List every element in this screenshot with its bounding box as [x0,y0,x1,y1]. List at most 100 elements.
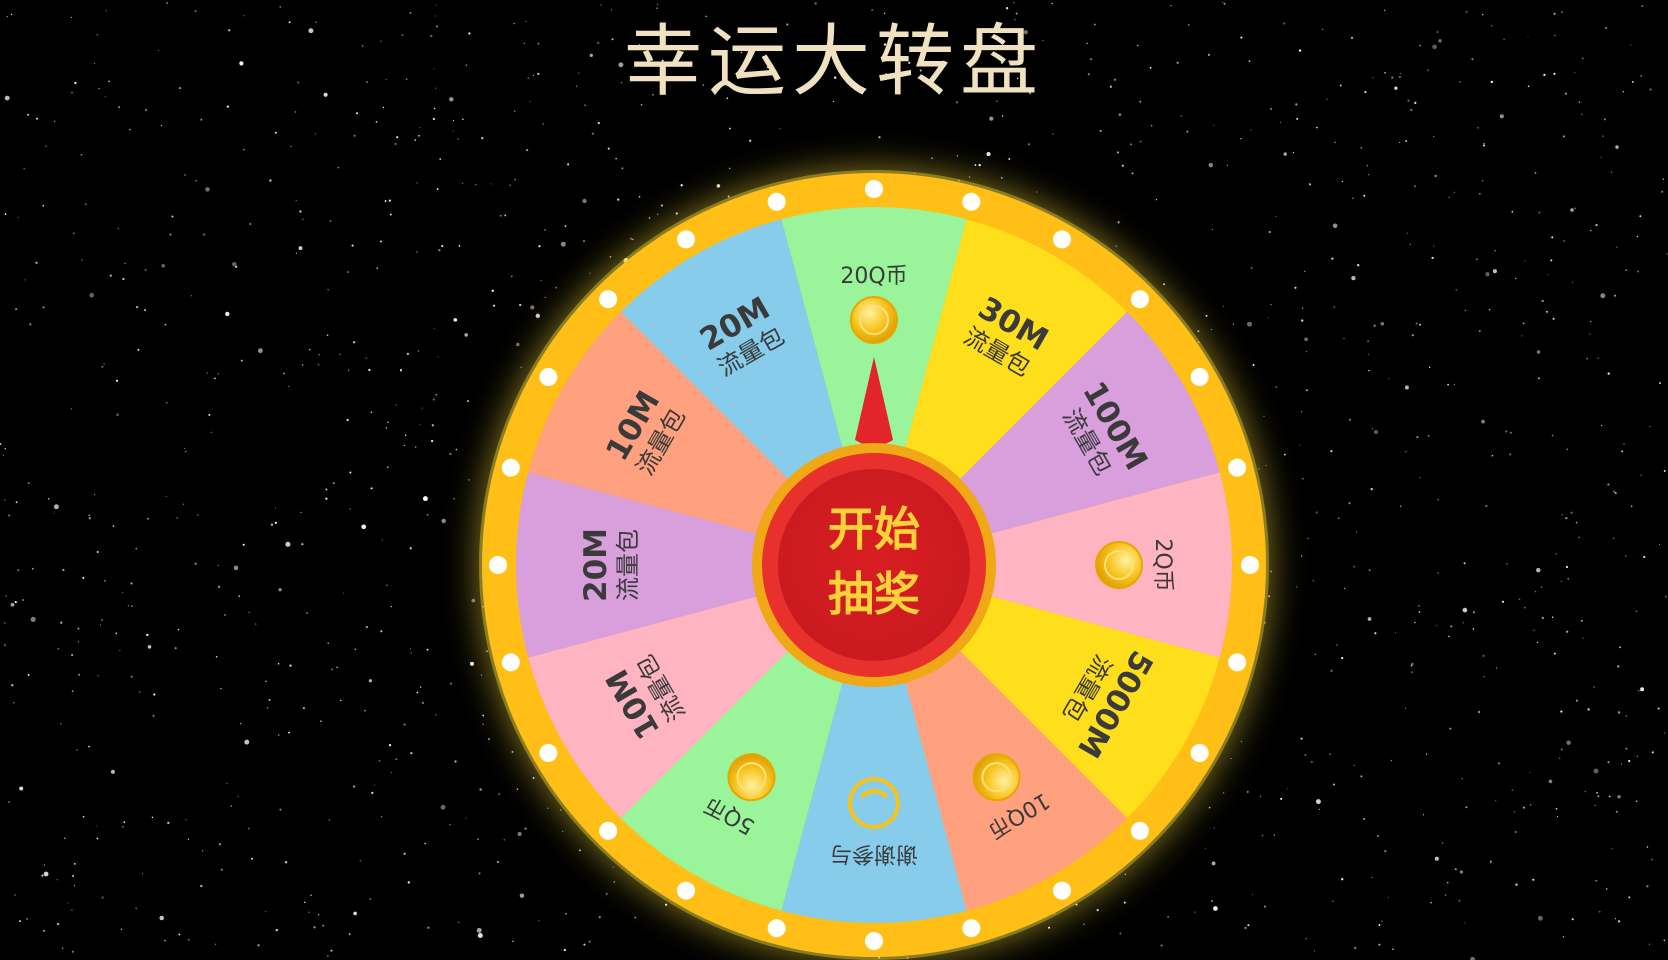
rim-light-dot [677,881,695,900]
star [1250,129,1252,131]
star [178,933,181,936]
star [22,599,24,601]
star [560,809,562,811]
star [615,158,617,160]
star [1366,165,1369,167]
star [1489,861,1492,864]
star [1302,477,1304,480]
star [584,104,586,106]
star [266,706,269,709]
star [330,949,333,952]
star [968,176,971,178]
star [1139,100,1142,103]
star [1566,630,1569,633]
star [432,398,435,401]
star [67,902,69,904]
star [1554,34,1556,37]
star [88,745,90,748]
star [1643,555,1646,559]
star [71,909,73,911]
star [1348,418,1351,421]
star [1658,543,1660,545]
star [131,605,133,607]
star [184,450,187,453]
star [329,220,332,222]
wheel-rim-dots [489,180,1259,950]
star [289,664,292,667]
star [885,73,887,75]
star [139,691,141,693]
star [530,305,535,310]
star [17,569,20,572]
star [479,788,482,791]
star [1631,505,1633,507]
star [54,120,56,122]
star [275,929,278,932]
star [1494,249,1497,252]
star [1426,69,1430,72]
star [1537,915,1543,921]
star [1529,771,1531,773]
star [390,605,392,608]
star [1240,36,1243,39]
star [4,95,10,101]
star [524,827,527,830]
star [396,136,399,139]
star [1208,162,1214,168]
star [1416,436,1419,439]
star [240,359,243,362]
star [1330,449,1333,453]
star [997,23,999,26]
star [240,722,242,725]
star [610,9,612,11]
star [540,279,542,282]
star [1244,926,1247,930]
star [295,252,297,254]
star [538,245,541,248]
rim-light-dot [1053,230,1071,249]
star [70,408,73,410]
star [1368,569,1371,572]
star [1449,727,1452,730]
star [517,831,522,837]
star [1552,317,1555,320]
star [1280,797,1283,800]
start-lottery-button[interactable]: 开始 抽奖 [752,443,996,687]
star [1640,474,1642,476]
star [1636,755,1639,758]
star [89,292,95,298]
star [96,837,99,840]
star [1083,923,1085,925]
star [1551,616,1554,618]
star [77,627,80,630]
star [1230,757,1232,760]
star [1404,385,1409,390]
star [339,353,341,356]
star [71,690,74,692]
star [43,864,46,866]
star [135,907,137,909]
star [1607,483,1610,486]
star [388,744,392,747]
star [1334,141,1336,144]
star [159,915,164,921]
star [1663,939,1666,942]
star [1326,98,1328,101]
star [288,731,290,734]
star [1646,885,1649,888]
star [1477,126,1480,129]
star [346,418,349,422]
star [1636,235,1639,238]
star [1304,754,1307,756]
star [511,750,514,753]
star [119,650,121,652]
star [1222,305,1225,308]
star [322,924,325,927]
star [1575,699,1578,702]
star [1602,135,1604,137]
star [80,154,83,156]
star [496,860,500,864]
star [1553,652,1556,655]
star [514,110,516,112]
star [10,602,15,607]
